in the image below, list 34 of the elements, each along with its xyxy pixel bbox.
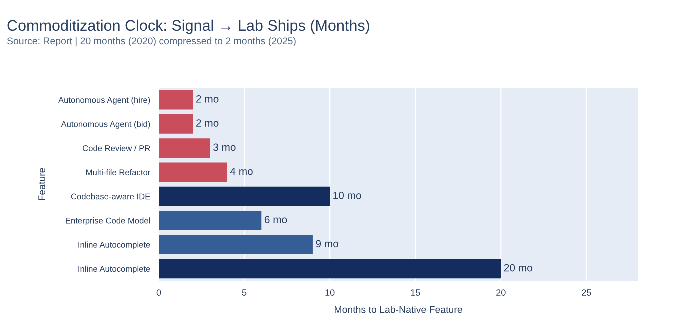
chart-title: Commoditization Clock: Signal → Lab Ships (Months) (8, 20, 370, 34)
data-label: 2 mo (196, 120, 219, 127)
data-label: 4 mo (230, 168, 253, 176)
chart-subtitle: Source: Report | 20 months (2020) compressed to 2 months (2025) (7, 37, 296, 47)
data-label: 3 mo (213, 144, 236, 152)
data-label: 20 mo (504, 264, 532, 272)
data-label: 2 mo (196, 95, 219, 103)
y-axis-title: Feature (38, 168, 46, 200)
bar (159, 138, 210, 158)
x-tick-label: 10 (326, 290, 335, 296)
y-tick-label: Codebase-aware IDE (71, 194, 150, 200)
bar (159, 114, 194, 134)
x-tick-label: 5 (242, 290, 247, 296)
y-tick-label: Inline Autocomplete (78, 266, 150, 274)
data-label: 6 mo (264, 216, 288, 224)
data-label: 10 mo (334, 192, 362, 200)
data-label: 9 mo (316, 240, 338, 248)
bar (159, 162, 228, 182)
y-tick-label: Autonomous Agent (bid) (61, 121, 150, 129)
bar (159, 90, 194, 110)
y-tick-label: Code Review / PR (83, 145, 150, 152)
bar (159, 259, 502, 279)
y-tick-label: Multi-file Refactor (86, 169, 151, 176)
bar (159, 211, 262, 230)
x-tick-label: 20 (496, 290, 506, 296)
y-tick-label: Autonomous Agent (hire) (58, 97, 150, 105)
x-axis-title: Months to Lab-Native Feature (334, 306, 462, 314)
x-tick-label: 25 (582, 290, 592, 296)
x-tick-label: 0 (156, 290, 162, 296)
y-tick-label: Enterprise Code Model (66, 218, 150, 226)
y-tick-label: Inline Autocomplete (78, 242, 150, 250)
bar (159, 186, 330, 206)
bar (159, 235, 313, 254)
x-tick-label: 15 (411, 290, 420, 296)
